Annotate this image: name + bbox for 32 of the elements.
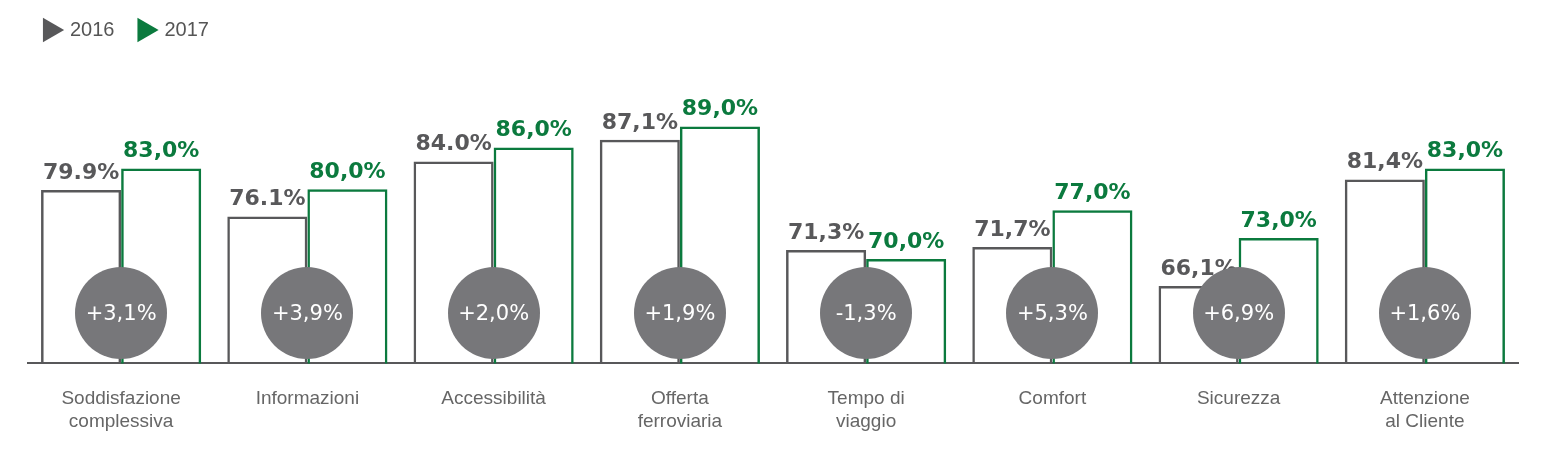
data-label: 86,0% (495, 116, 572, 142)
circle-badge: +2,0% (447, 267, 540, 360)
data-label: 73,0% (1240, 206, 1317, 232)
x-tick-label: Soddisfazione complessiva (61, 387, 181, 431)
x-tick-label: Tempo di viaggio (827, 387, 905, 431)
x-tick-label: Offerta ferroviaria (637, 387, 723, 431)
data-label: 87,1% (601, 108, 678, 134)
legend-label: 2017 (164, 17, 209, 40)
data-label: 79.9% (42, 158, 120, 184)
circle-badge: +1,9% (633, 267, 726, 360)
data-label: 89,0% (681, 95, 759, 121)
circle-badge: +3,1% (75, 267, 168, 360)
data-label: 84.0% (415, 130, 492, 156)
circle-badge: -1,3% (820, 267, 913, 360)
legend-label: 2016 (70, 17, 115, 40)
data-label: 70,0% (868, 227, 945, 253)
circle-badge: +1,6% (1378, 267, 1471, 360)
data-label: 71,7% (974, 215, 1051, 241)
circle-badge: +5,3% (1006, 267, 1099, 360)
data-label: 83,0% (123, 137, 200, 163)
x-tick-label: Informazioni (255, 387, 360, 409)
x-tick-label: Accessibilità (441, 387, 547, 409)
data-label: 80,0% (309, 158, 386, 184)
data-label: 71,3% (787, 218, 865, 244)
x-tick-label: Sicurezza (1196, 387, 1281, 409)
data-label: 77,0% (1054, 178, 1131, 204)
circle-badge: +3,9% (261, 267, 354, 360)
x-tick-label: Attenzione al Cliente (1379, 387, 1470, 431)
data-label: 81,4% (1346, 148, 1423, 174)
data-label: 76.1% (229, 185, 306, 211)
data-label: 83,0% (1426, 137, 1504, 163)
x-tick-label: Comfort (1018, 387, 1087, 409)
